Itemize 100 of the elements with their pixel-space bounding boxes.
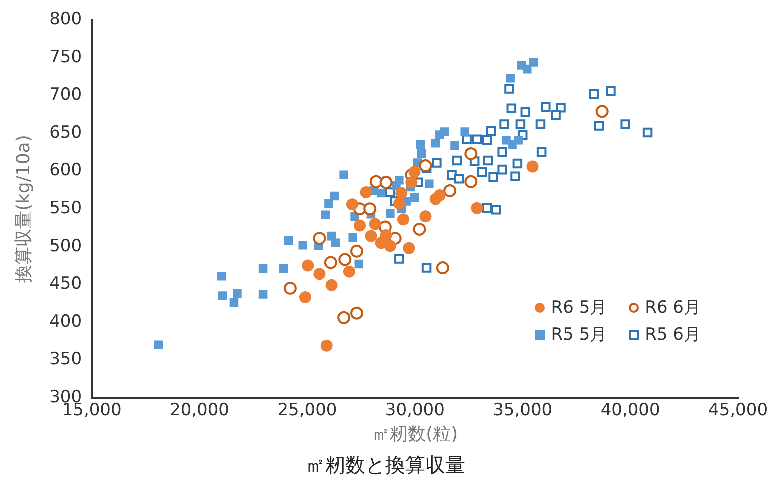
point (504, 84, 514, 94)
point (350, 244, 364, 258)
point (510, 172, 520, 182)
point (396, 187, 408, 200)
legend-label: R6 6月 (645, 297, 701, 319)
point (230, 298, 239, 308)
point (354, 260, 364, 269)
y-tick-label: 600 (50, 160, 82, 181)
y-tick-label: 550 (50, 198, 82, 219)
point (551, 110, 561, 120)
point (484, 156, 494, 166)
point (233, 289, 242, 298)
point (217, 272, 226, 281)
point (424, 180, 434, 189)
point (594, 121, 604, 131)
point (302, 260, 314, 272)
point (462, 134, 472, 144)
point (416, 140, 426, 150)
point (491, 204, 502, 215)
point (380, 176, 393, 190)
point (384, 240, 396, 252)
point (498, 164, 508, 175)
point (506, 74, 515, 83)
point (606, 86, 616, 96)
point (536, 148, 547, 158)
point (596, 105, 609, 118)
point (498, 148, 508, 158)
point (369, 218, 382, 230)
point (258, 290, 268, 299)
point (320, 340, 333, 352)
point (464, 147, 478, 160)
point (482, 135, 492, 146)
x-axis-title: ㎡籾数(粒) (372, 424, 458, 445)
point (422, 263, 432, 273)
point (284, 282, 297, 295)
point (447, 170, 457, 180)
point (506, 104, 517, 114)
point (460, 128, 470, 136)
point (331, 238, 340, 248)
point (529, 58, 538, 67)
legend-label: R5 5月 (551, 324, 608, 346)
point (324, 199, 334, 208)
point (556, 102, 566, 113)
point (330, 192, 340, 201)
point (376, 188, 386, 198)
x-tick-label: 35,000 (493, 400, 553, 421)
point (394, 254, 404, 264)
point (354, 220, 366, 232)
point (338, 253, 352, 266)
point (348, 233, 358, 242)
point (464, 175, 478, 188)
point (386, 209, 395, 218)
point (450, 141, 460, 150)
y-tick-label: 450 (50, 274, 82, 294)
y-tick-label: 750 (50, 47, 82, 68)
point (385, 188, 396, 198)
point (514, 136, 523, 145)
point (326, 279, 338, 292)
point (452, 156, 462, 166)
point (472, 134, 482, 144)
x-tick-label: 40,000 (600, 400, 660, 421)
point (620, 120, 630, 130)
point (471, 202, 484, 214)
point (516, 120, 526, 130)
point (365, 230, 378, 242)
y-tick-label: 400 (50, 312, 82, 332)
y-tick-label: 650 (50, 122, 82, 143)
point (477, 167, 488, 177)
point (431, 138, 440, 148)
point (284, 236, 294, 246)
point (486, 126, 496, 136)
y-tick-label: 800 (50, 10, 82, 30)
point (434, 190, 446, 202)
point (360, 186, 372, 198)
point (338, 311, 351, 324)
point (440, 128, 450, 136)
point (321, 210, 330, 220)
point (642, 128, 653, 138)
point (536, 120, 546, 130)
y-tick-label: 350 (50, 350, 82, 370)
point (444, 184, 457, 198)
point (218, 292, 228, 300)
point (300, 292, 312, 304)
point (313, 232, 326, 246)
point (589, 89, 600, 100)
legend-label: R5 6月 (645, 324, 701, 346)
point (314, 268, 326, 280)
point (408, 166, 421, 178)
y-tick-label: 700 (50, 85, 82, 106)
point (343, 266, 356, 278)
point (279, 264, 288, 274)
point (512, 158, 523, 169)
point (454, 174, 464, 184)
point (417, 150, 426, 158)
point (350, 306, 364, 320)
point (393, 198, 406, 210)
point (406, 176, 418, 189)
point (380, 230, 392, 242)
point (364, 202, 377, 216)
point (526, 160, 539, 173)
